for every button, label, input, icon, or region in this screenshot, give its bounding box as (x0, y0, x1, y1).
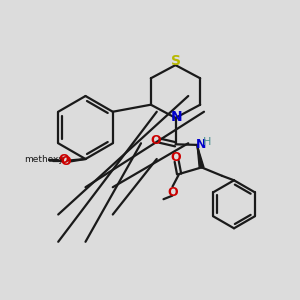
Text: O: O (60, 155, 71, 168)
Text: O: O (171, 151, 182, 164)
Text: H: H (203, 137, 211, 147)
Polygon shape (197, 145, 204, 167)
Text: N: N (196, 138, 206, 151)
Text: O: O (150, 134, 161, 147)
Text: O: O (167, 185, 178, 199)
Text: O: O (58, 153, 69, 167)
Text: N: N (171, 110, 183, 124)
Text: S: S (170, 54, 181, 68)
Text: methoxy: methoxy (24, 155, 64, 164)
